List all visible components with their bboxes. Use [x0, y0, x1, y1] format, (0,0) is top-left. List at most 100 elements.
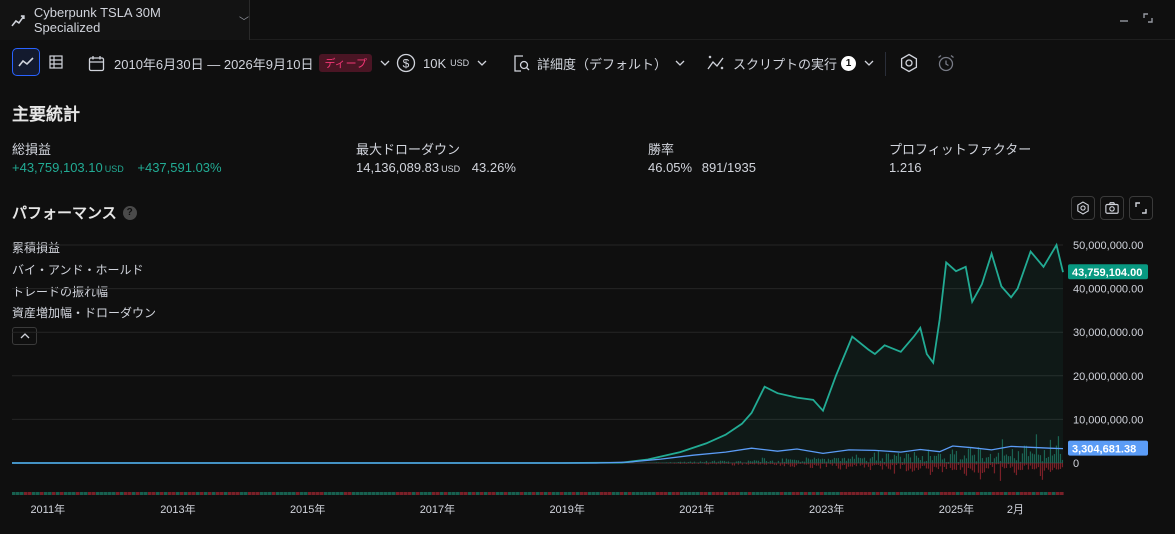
- script-run-text: スクリプトの実行: [733, 56, 838, 72]
- run-up-bar: [973, 454, 976, 463]
- net-profit-value: +43,759,103.10 USD +437,591.03%: [12, 160, 222, 175]
- run-up-bar: [861, 458, 864, 463]
- drawdown-bar: [891, 463, 894, 466]
- run-up-bar: [1045, 458, 1048, 463]
- chevron-down-icon[interactable]: ﹀: [239, 16, 249, 28]
- trade-strip-segment: [572, 492, 576, 495]
- trade-strip-segment: [624, 492, 628, 495]
- fullscreen-button[interactable]: [1129, 196, 1153, 220]
- trade-strip-segment: [436, 492, 440, 495]
- trade-strip-segment: [916, 492, 920, 495]
- run-up-bar: [865, 460, 868, 463]
- minimize-icon[interactable]: [1116, 12, 1132, 28]
- key-stats-title: 主要統計: [12, 105, 80, 124]
- trade-strip-segment: [200, 492, 204, 495]
- trade-strip-segment: [528, 492, 532, 495]
- buy-and-hold-line: [12, 445, 1064, 464]
- drawdown-bar: [955, 463, 958, 470]
- drawdown-bar: [957, 463, 960, 465]
- trade-strip-segment: [232, 492, 236, 495]
- trade-strip-segment: [456, 492, 460, 495]
- script-run-selector[interactable]: スクリプトの実行 1: [706, 48, 874, 78]
- tab-title: Cyberpunk TSLA 30M Specialized: [33, 5, 161, 35]
- trade-strip-segment: [980, 492, 984, 495]
- chart-settings-button[interactable]: [1071, 196, 1095, 220]
- run-up-bar: [957, 462, 960, 463]
- trade-strip-segment: [580, 492, 584, 495]
- run-up-bar: [979, 449, 982, 463]
- drawdown-bar: [937, 463, 940, 470]
- run-up-bar: [989, 453, 992, 463]
- tab-strategy[interactable]: Cyberpunk TSLA 30M Specialized ﹀: [0, 0, 250, 40]
- run-up-bar: [777, 460, 780, 463]
- legend-run-up-drawdown[interactable]: 資産増加幅・ドローダウン: [12, 306, 157, 320]
- run-up-bar: [985, 457, 988, 463]
- run-up-bar: [921, 456, 924, 463]
- trade-strip-segment: [804, 492, 808, 495]
- alarm-button[interactable]: [936, 48, 956, 78]
- drawdown-bar: [749, 463, 752, 465]
- trade-strip-segment: [872, 492, 876, 495]
- trade-strip-segment: [812, 492, 816, 495]
- drawdown-bar: [713, 463, 716, 464]
- drawdown-bar: [747, 463, 750, 465]
- drawdown-bar: [853, 463, 856, 465]
- legend-buy-and-hold[interactable]: バイ・アンド・ホールド: [12, 263, 144, 277]
- capital-currency: USD: [450, 58, 470, 68]
- trade-strip-segment: [316, 492, 320, 495]
- settings-button[interactable]: [899, 48, 919, 78]
- trade-strip-segment: [268, 492, 272, 495]
- chart-view-button[interactable]: [12, 48, 40, 76]
- date-range-selector[interactable]: 2010年6月30日 — 2026年9月10日 ディープ: [88, 48, 390, 78]
- net-profit-percent: +437,591.03%: [137, 160, 222, 175]
- run-up-bar: [801, 461, 804, 463]
- maximize-icon[interactable]: [1140, 12, 1156, 28]
- trade-strip-segment: [292, 492, 296, 495]
- capital-value: 10K: [423, 55, 447, 71]
- performance-chart[interactable]: 50,000,000.00 40,000,000.00 30,000,000.00 2…: [0, 230, 1175, 530]
- trade-strip-segment: [988, 492, 992, 495]
- help-icon[interactable]: ?: [122, 205, 137, 220]
- trade-strip-segment: [136, 492, 140, 495]
- detail-level-selector[interactable]: 詳細度（デフォルト）: [512, 48, 685, 78]
- run-up-bar: [877, 451, 880, 463]
- trade-strip-segment: [508, 492, 512, 495]
- x-tick-label: 2011年: [30, 502, 65, 516]
- max-drawdown-currency: USD: [441, 164, 461, 174]
- drawdown-bar: [959, 463, 962, 470]
- trade-strip-segment: [796, 492, 800, 495]
- drawdown-bar: [923, 463, 926, 466]
- run-up-bar: [915, 455, 918, 463]
- trade-strip-segment: [16, 492, 20, 495]
- trade-strip-segment: [476, 492, 480, 495]
- drawdown-bar: [791, 463, 794, 467]
- run-up-bar: [849, 458, 852, 463]
- drawdown-bar: [679, 463, 682, 465]
- drawdown-bar: [995, 463, 998, 465]
- run-up-bar: [681, 462, 684, 463]
- run-up-bar: [751, 461, 754, 463]
- drawdown-bar: [921, 463, 924, 466]
- run-up-bar: [967, 448, 970, 463]
- snapshot-button[interactable]: [1100, 196, 1124, 220]
- collapse-legend-button[interactable]: [12, 327, 37, 345]
- run-up-bar: [823, 458, 826, 463]
- trade-strip-segment: [452, 492, 456, 495]
- drawdown-bar: [763, 463, 766, 465]
- run-up-bar: [1035, 434, 1038, 463]
- trade-strip-segment: [1056, 492, 1060, 495]
- x-tick-label: 2015年: [290, 502, 325, 516]
- run-up-bar: [665, 462, 668, 463]
- table-view-button[interactable]: [42, 48, 70, 76]
- trade-strip-segment: [156, 492, 160, 495]
- capital-selector[interactable]: $ 10K USD: [396, 48, 487, 78]
- run-up-bar: [947, 461, 950, 463]
- run-up-bar: [1055, 445, 1058, 463]
- trade-strip-segment: [468, 492, 472, 495]
- trade-strip-segment: [248, 492, 252, 495]
- drawdown-bar: [719, 463, 722, 465]
- trade-strip-segment: [904, 492, 908, 495]
- trade-strip-segment: [724, 492, 728, 495]
- run-up-bar: [1005, 454, 1008, 463]
- run-up-bar: [783, 461, 786, 463]
